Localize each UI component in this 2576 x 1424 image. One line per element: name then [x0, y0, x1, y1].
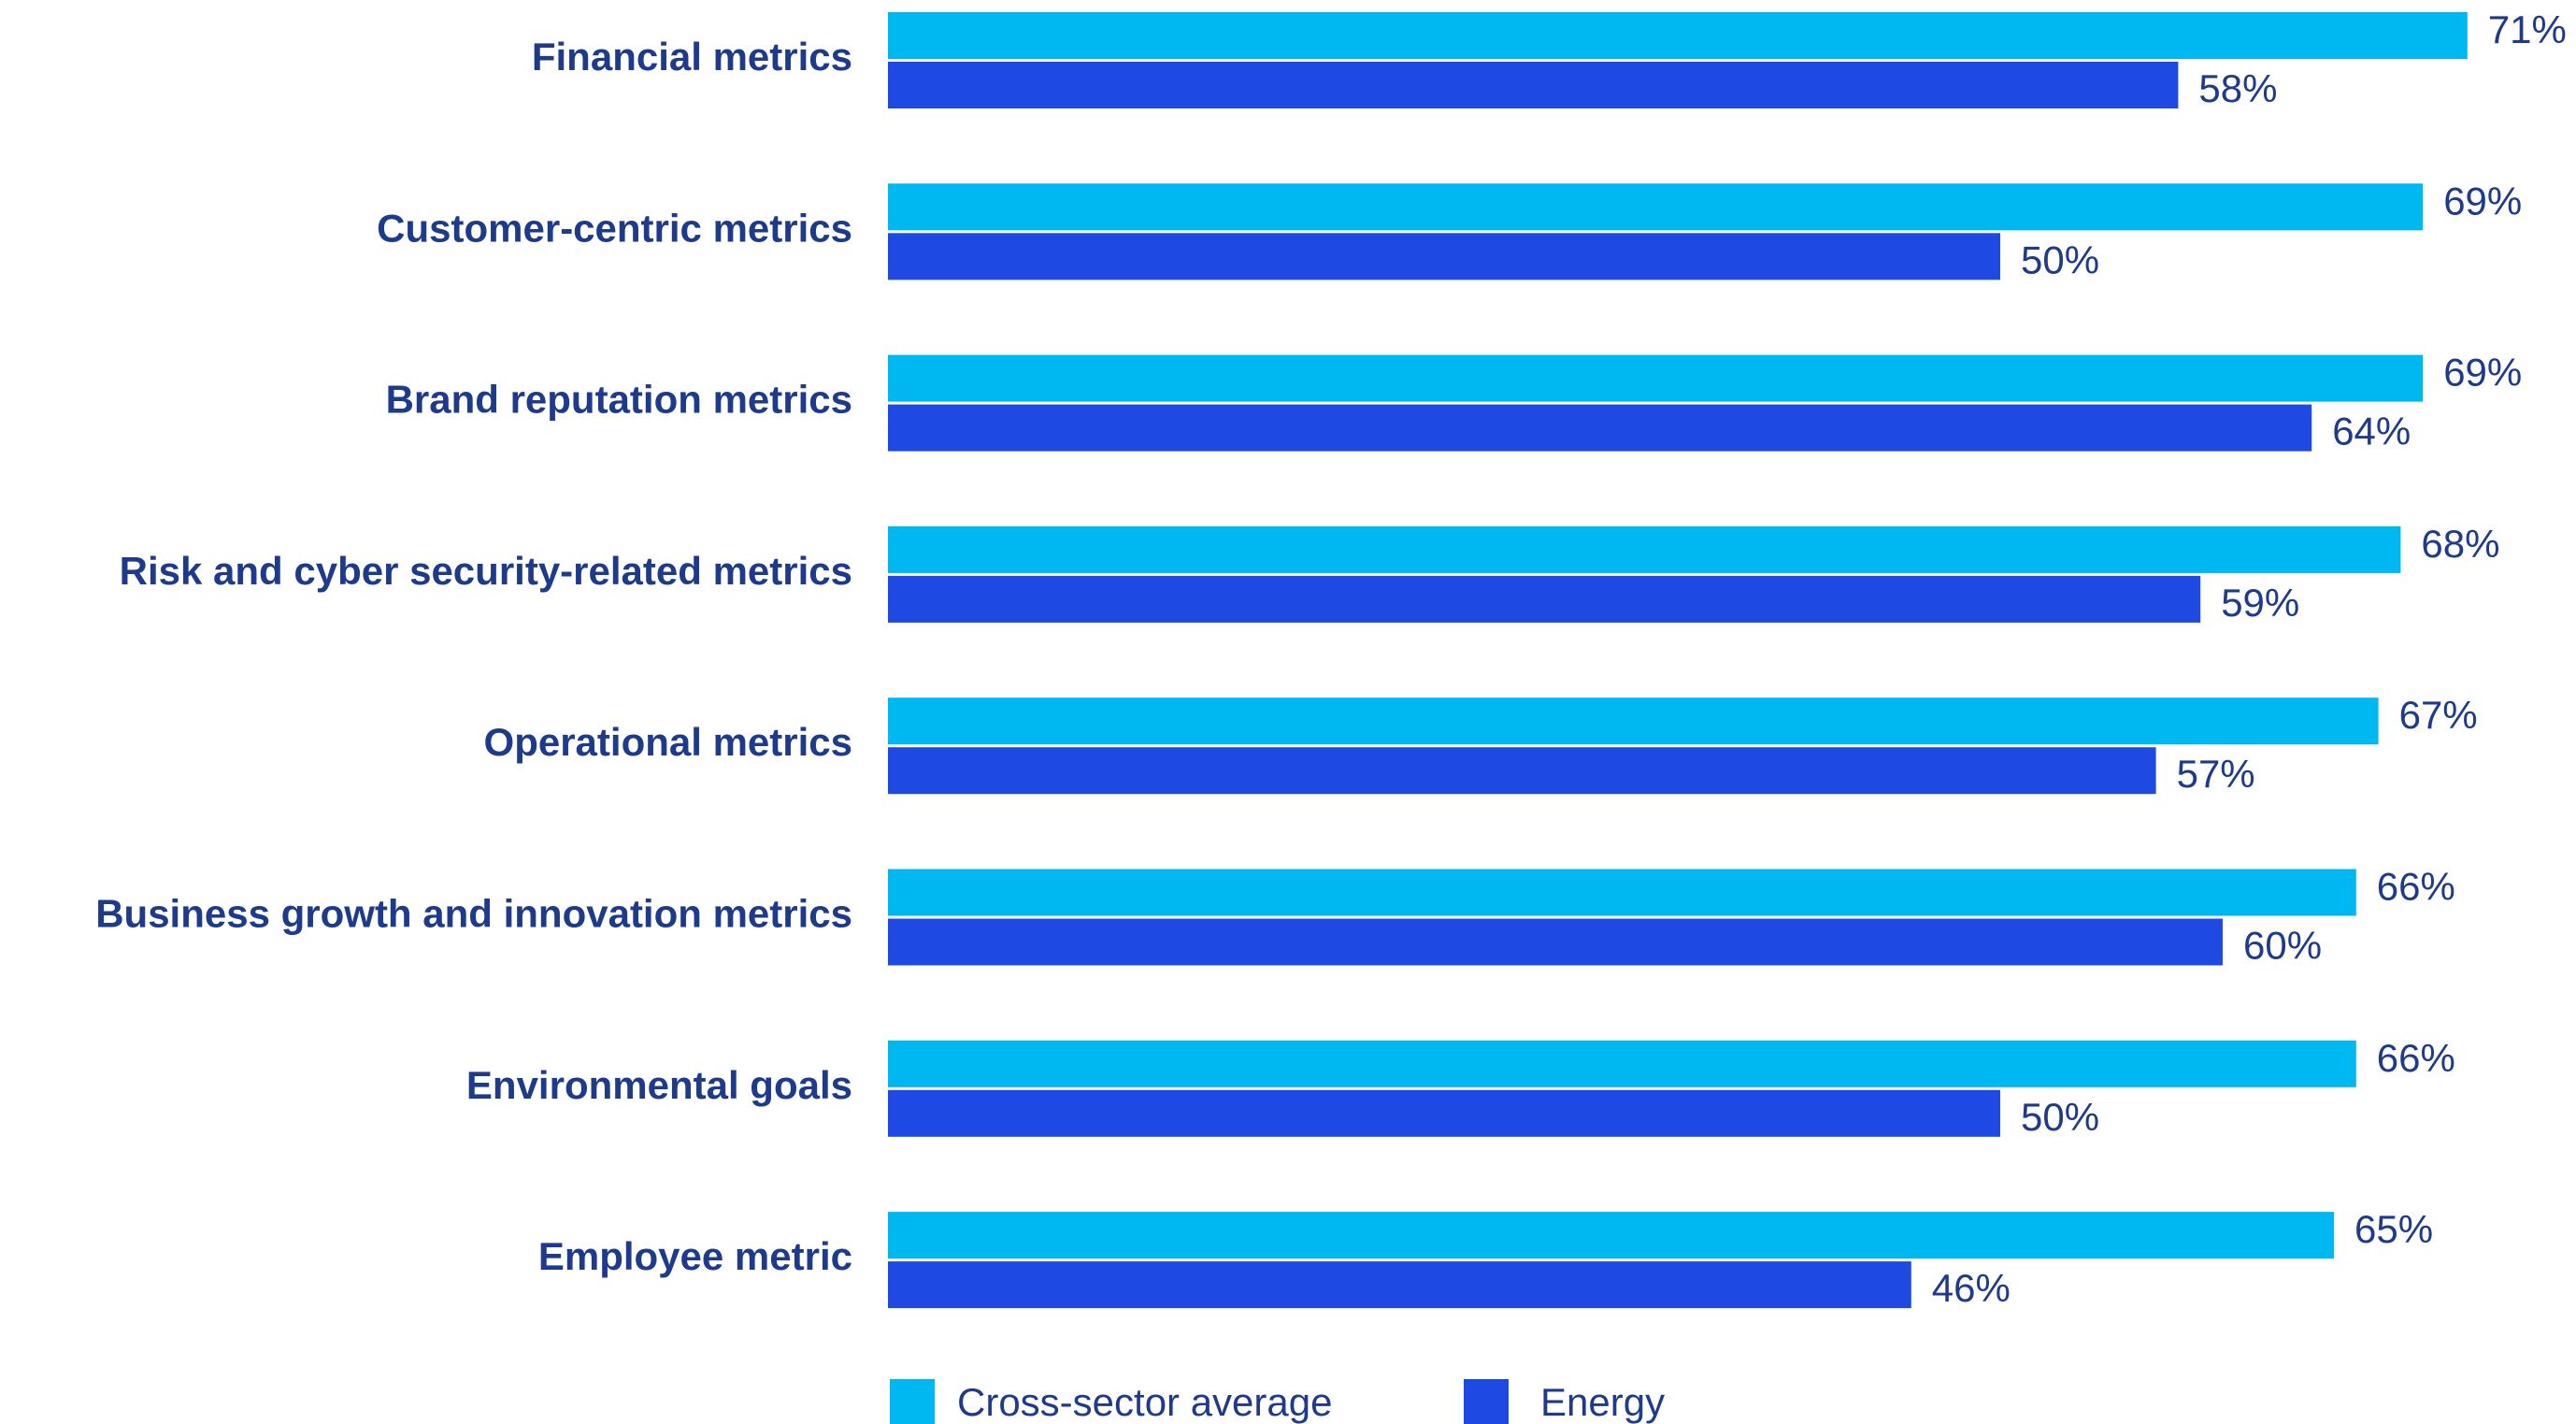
category-label-brand-reputation-metrics: Brand reputation metrics [386, 378, 852, 422]
value-label-energy-financial-metrics: 58% [2198, 66, 2277, 110]
bars [888, 12, 2468, 1309]
category-label-business-growth-and-innovation-metrics: Business growth and innovation metrics [95, 892, 852, 936]
bar-cross-sector-average-employee-metric [888, 1212, 2334, 1259]
bar-energy-risk-and-cyber-security-related-metrics [888, 575, 2201, 623]
value-label-energy-employee-metric: 46% [1932, 1266, 2011, 1310]
value-label-cross-sector-average-financial-metrics: 71% [2488, 7, 2567, 51]
category-label-operational-metrics: Operational metrics [484, 720, 852, 764]
legend-label-energy: Energy [1540, 1380, 1665, 1424]
bar-energy-customer-centric-metrics [888, 233, 2000, 280]
bar-cross-sector-average-operational-metrics [888, 698, 2379, 745]
bar-energy-business-growth-and-innovation-metrics [888, 918, 2223, 966]
bar-energy-financial-metrics [888, 62, 2179, 108]
value-label-cross-sector-average-customer-centric-metrics: 69% [2443, 179, 2522, 223]
value-label-energy-operational-metrics: 57% [2177, 752, 2255, 796]
value-label-cross-sector-average-brand-reputation-metrics: 69% [2443, 351, 2522, 395]
bar-cross-sector-average-financial-metrics [888, 12, 2468, 59]
category-label-customer-centric-metrics: Customer-centric metrics [377, 206, 852, 250]
category-label-risk-and-cyber-security-related-metrics: Risk and cyber security-related metrics [120, 549, 852, 593]
legend-swatch-energy [1464, 1379, 1509, 1424]
category-label-financial-metrics: Financial metrics [532, 35, 852, 79]
bar-energy-employee-metric [888, 1261, 1911, 1309]
legend-label-cross-sector-average: Cross-sector average [957, 1380, 1332, 1424]
value-label-energy-business-growth-and-innovation-metrics: 60% [2243, 924, 2322, 968]
value-label-cross-sector-average-risk-and-cyber-security-related-metrics: 68% [2421, 522, 2499, 566]
category-label-employee-metric: Employee metric [538, 1234, 852, 1278]
bar-energy-operational-metrics [888, 747, 2156, 795]
value-label-cross-sector-average-employee-metric: 65% [2354, 1207, 2433, 1251]
value-label-energy-brand-reputation-metrics: 64% [2332, 410, 2411, 453]
category-label-environmental-goals: Environmental goals [466, 1063, 852, 1107]
value-label-energy-customer-centric-metrics: 50% [2021, 237, 2099, 281]
bar-cross-sector-average-environmental-goals [888, 1040, 2356, 1087]
value-labels: 71% 58% 69% 50% 69% 64% 68% 59% 67% 57% 66% 60% 66% 5… [1932, 7, 2567, 1310]
legend: Cross-sector average Energy [890, 1379, 1665, 1424]
bar-energy-environmental-goals [888, 1089, 2000, 1137]
category-labels: Financial metrics Customer-centric metric… [95, 35, 852, 1278]
legend-swatch-cross-sector-average [890, 1379, 935, 1424]
value-label-energy-environmental-goals: 50% [2021, 1095, 2099, 1139]
bar-cross-sector-average-business-growth-and-innovation-metrics [888, 869, 2356, 916]
value-label-cross-sector-average-environmental-goals: 66% [2377, 1036, 2455, 1080]
value-label-cross-sector-average-business-growth-and-innovation-metrics: 66% [2377, 865, 2455, 909]
value-label-cross-sector-average-operational-metrics: 67% [2399, 693, 2478, 737]
bar-energy-brand-reputation-metrics [888, 404, 2312, 452]
bar-cross-sector-average-risk-and-cyber-security-related-metrics [888, 525, 2401, 573]
value-label-energy-risk-and-cyber-security-related-metrics: 59% [2221, 581, 2299, 625]
bar-cross-sector-average-customer-centric-metrics [888, 183, 2424, 231]
bar-cross-sector-average-brand-reputation-metrics [888, 354, 2424, 402]
